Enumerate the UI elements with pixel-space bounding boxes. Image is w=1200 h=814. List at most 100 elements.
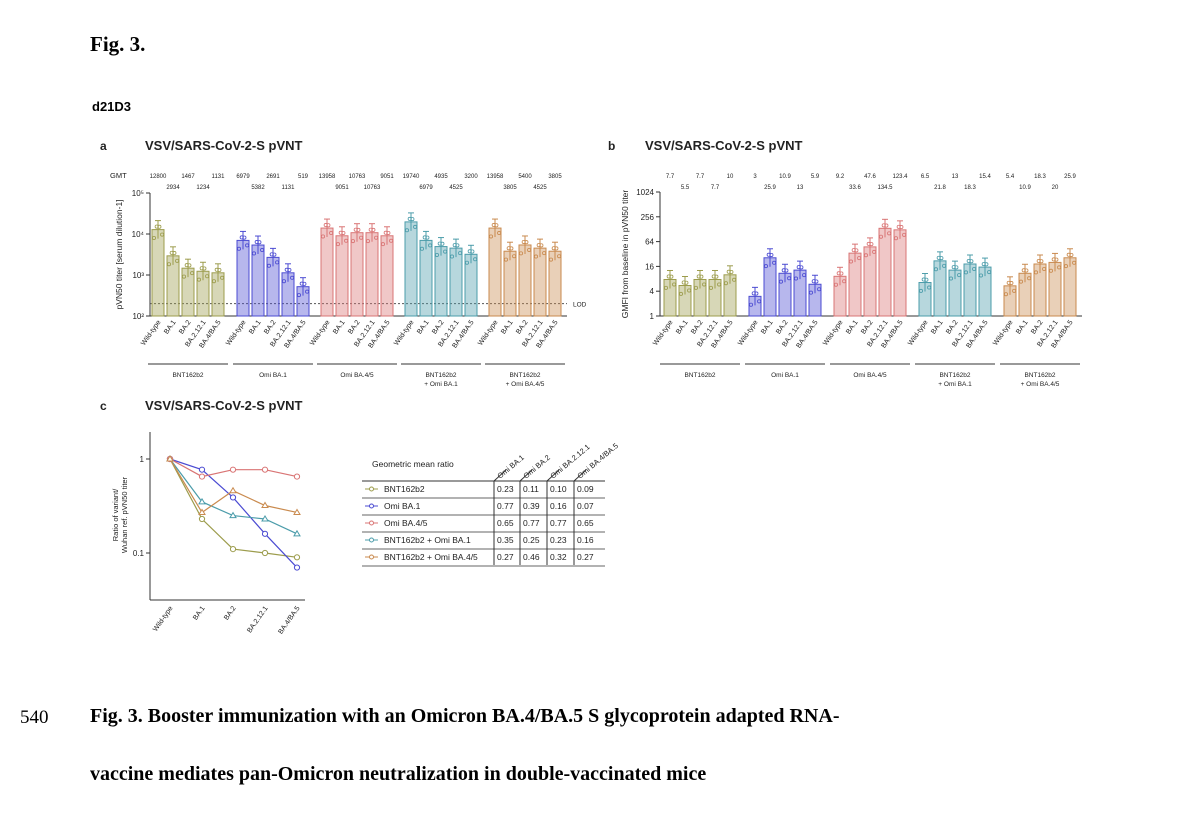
data-point bbox=[196, 277, 201, 282]
data-point bbox=[839, 271, 844, 276]
table-cell: 0.27 bbox=[497, 552, 514, 562]
y-tick-label: 16 bbox=[645, 262, 654, 271]
x-tick-label: BA.4/BA.5 bbox=[277, 605, 301, 636]
data-point bbox=[794, 276, 799, 281]
data-point bbox=[779, 279, 784, 284]
data-point bbox=[817, 287, 822, 292]
data-point bbox=[781, 268, 786, 273]
series-marker bbox=[293, 554, 301, 561]
bar bbox=[166, 255, 180, 317]
bar bbox=[350, 232, 364, 317]
data-point bbox=[211, 279, 216, 284]
data-point bbox=[217, 268, 222, 273]
bar bbox=[335, 235, 349, 317]
data-point bbox=[939, 256, 944, 261]
data-point bbox=[181, 274, 186, 279]
panel-c-title: VSV/SARS-CoV-2-S pVNT bbox=[145, 398, 303, 413]
data-point bbox=[942, 263, 947, 268]
data-point bbox=[269, 252, 274, 257]
data-point bbox=[199, 266, 204, 271]
data-point bbox=[527, 247, 532, 252]
legend-label: BNT162b2 bbox=[384, 484, 425, 494]
data-point bbox=[320, 234, 325, 239]
bar bbox=[893, 229, 907, 317]
data-point bbox=[404, 228, 409, 233]
data-point bbox=[702, 282, 707, 287]
data-point bbox=[849, 259, 854, 264]
data-point bbox=[949, 276, 954, 281]
table-cell: 0.11 bbox=[523, 484, 539, 494]
data-point bbox=[834, 282, 839, 287]
data-point bbox=[927, 285, 932, 290]
data-point bbox=[323, 223, 328, 228]
data-point bbox=[380, 242, 385, 247]
data-point bbox=[434, 252, 439, 257]
column-divider bbox=[519, 469, 533, 482]
series-marker bbox=[198, 508, 206, 515]
data-point bbox=[836, 271, 841, 276]
data-point bbox=[842, 279, 847, 284]
x-tick-label: Wild-type bbox=[477, 319, 500, 347]
data-point bbox=[350, 239, 355, 244]
data-point bbox=[284, 267, 289, 272]
data-point bbox=[214, 267, 219, 272]
series-marker bbox=[229, 546, 237, 553]
series-marker bbox=[261, 549, 269, 557]
bar bbox=[848, 252, 862, 317]
data-point bbox=[443, 249, 448, 254]
data-point bbox=[166, 262, 171, 267]
x-tick-label: BA.2 bbox=[515, 319, 529, 336]
data-point bbox=[154, 224, 159, 229]
data-point bbox=[769, 252, 774, 257]
data-point bbox=[951, 265, 956, 270]
series-marker bbox=[293, 529, 301, 537]
data-point bbox=[359, 235, 364, 240]
data-point bbox=[972, 266, 977, 271]
data-point bbox=[344, 238, 349, 243]
data-point bbox=[1009, 281, 1014, 286]
data-point bbox=[551, 246, 556, 251]
x-tick-label: BA.2 bbox=[178, 319, 192, 336]
data-point bbox=[534, 254, 539, 259]
timepoint-label: d21D3 bbox=[92, 99, 132, 114]
value-label: 2934 bbox=[166, 185, 180, 191]
data-point bbox=[1024, 268, 1029, 273]
data-point bbox=[509, 246, 514, 251]
data-point bbox=[1054, 257, 1059, 262]
data-point bbox=[802, 273, 807, 278]
legend-label: BNT162b2 + Omi BA.1 bbox=[384, 535, 471, 545]
value-label: 25.9 bbox=[764, 185, 776, 191]
data-point bbox=[494, 223, 499, 228]
data-point bbox=[987, 270, 992, 275]
data-point bbox=[251, 251, 256, 256]
x-tick-label: Wild-type bbox=[992, 319, 1015, 347]
value-label: 9051 bbox=[335, 185, 349, 191]
data-point bbox=[696, 274, 701, 279]
table-cell: 0.32 bbox=[550, 552, 567, 562]
x-tick-label: BA.2 bbox=[223, 605, 237, 622]
x-tick-label: BA.2.12.1 bbox=[246, 605, 269, 634]
data-point bbox=[172, 251, 177, 256]
data-point bbox=[491, 223, 496, 228]
data-point bbox=[554, 246, 559, 251]
data-point bbox=[281, 279, 286, 284]
data-point bbox=[984, 262, 989, 267]
data-point bbox=[519, 251, 524, 256]
x-tick-label: BA.2 bbox=[945, 319, 959, 336]
data-point bbox=[1064, 264, 1069, 269]
y-tick-label: 10² bbox=[132, 312, 144, 321]
bar bbox=[488, 227, 502, 317]
value-label: 1131 bbox=[282, 185, 296, 191]
x-tick-label: BA.1 bbox=[760, 319, 774, 336]
series-marker bbox=[198, 515, 206, 523]
x-tick-label: BA.1 bbox=[500, 319, 514, 336]
x-tick-label: Wild-type bbox=[652, 319, 675, 347]
value-label: 33.6 bbox=[849, 185, 861, 191]
value-label: 4525 bbox=[449, 185, 463, 191]
data-point bbox=[672, 282, 677, 287]
value-label: 1234 bbox=[196, 185, 210, 191]
data-point bbox=[784, 268, 789, 273]
x-tick-label: BA.1 bbox=[192, 605, 206, 622]
data-point bbox=[160, 232, 165, 237]
